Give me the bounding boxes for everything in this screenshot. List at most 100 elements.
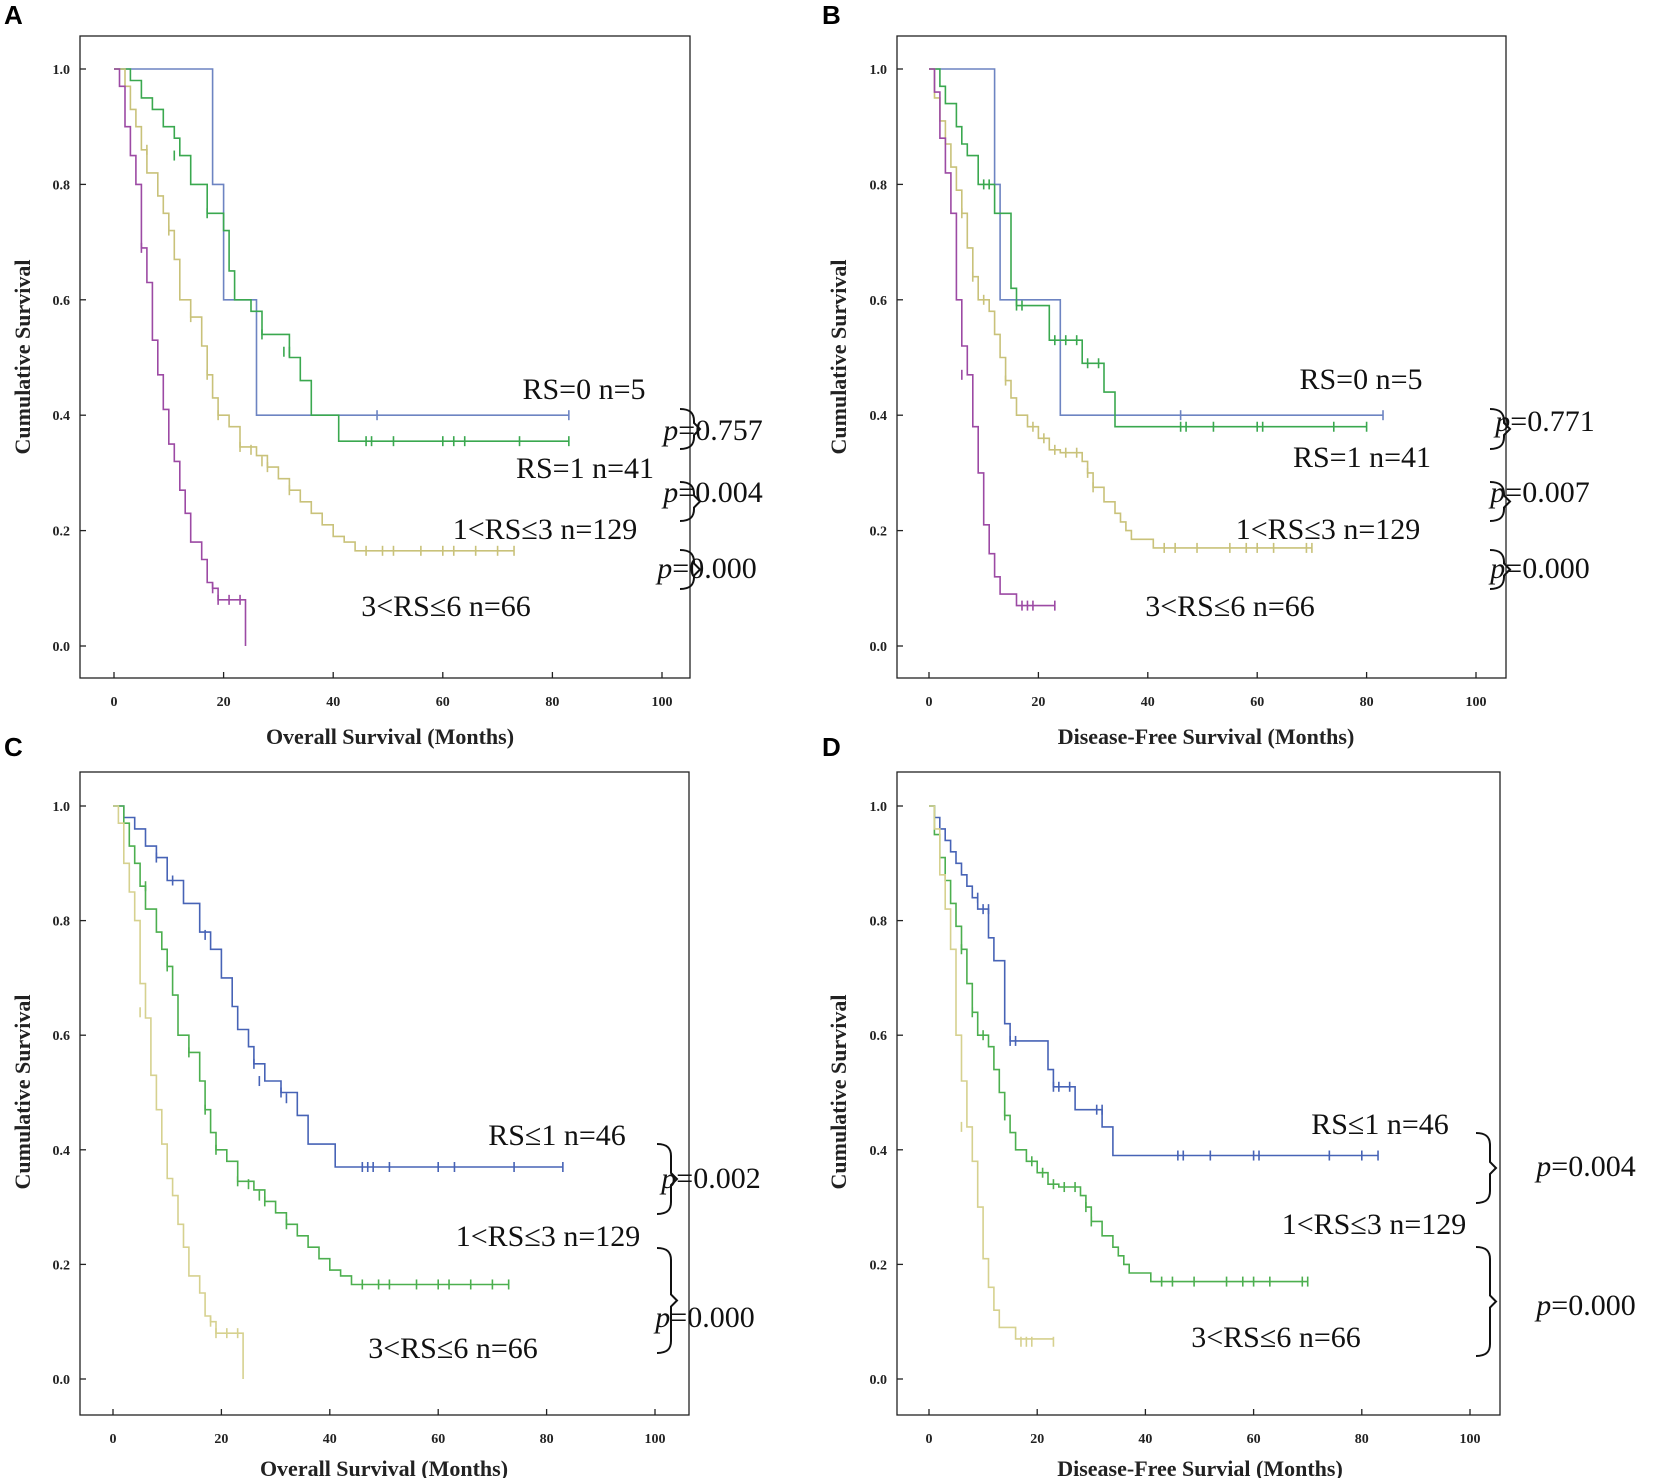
survival-curve-4 <box>114 68 247 646</box>
x-tick-label: 80 <box>545 695 559 710</box>
p-value-symbol: p <box>659 1162 676 1195</box>
y-axis-title: Cumulative Survival <box>10 260 35 455</box>
survival-curve-4 <box>929 68 1055 607</box>
y-tick-label: 0.6 <box>870 1029 888 1044</box>
legend-label: 1<RS≤3 n=129 <box>456 1220 641 1253</box>
x-tick-label: 40 <box>1138 1432 1152 1447</box>
pvalue-bracket <box>656 1247 679 1354</box>
survival-curve-3 <box>929 68 1312 549</box>
legend-label: RS=1 n=41 <box>1293 441 1431 474</box>
y-tick-label: 0.8 <box>53 178 71 193</box>
plot-frame <box>896 35 1507 679</box>
x-tick-label: 60 <box>1247 1432 1261 1447</box>
p-value: p=0.000 <box>653 1301 754 1334</box>
pvalue-bracket <box>1489 549 1512 590</box>
survival-curve-3 <box>113 805 244 1379</box>
x-tick-label: 100 <box>652 695 673 710</box>
y-tick-label: 1.0 <box>870 800 888 815</box>
p-value: p=0.004 <box>661 476 762 509</box>
p-value: p=0.007 <box>1488 476 1589 509</box>
panel-d: D 0.0 0.2 0.4 0.6 0.8 1.0 0 20 40 60 80 100 Cumulativ… <box>822 732 1636 1478</box>
legend-label: RS≤1 n=46 <box>1311 1108 1449 1141</box>
pvalue-bracket <box>1475 1246 1498 1357</box>
x-axis-title: Overall Survival (Months) <box>266 724 514 749</box>
y-tick-label: 0.8 <box>53 915 71 930</box>
legend-label: 3<RS≤6 n=66 <box>1191 1321 1361 1354</box>
panel-letter: A <box>4 0 23 30</box>
y-tick-label: 0.2 <box>53 1258 71 1273</box>
x-tick-label: 100 <box>1466 695 1487 710</box>
pvalue-bracket <box>656 1143 679 1215</box>
survival-curve-2 <box>929 805 1308 1283</box>
p-value-symbol: p <box>661 476 678 509</box>
survival-curve-1 <box>929 68 1383 416</box>
x-tick-label: 20 <box>217 695 231 710</box>
y-axis-title: Cumulative Survival <box>826 995 851 1190</box>
panel-letter: C <box>4 732 23 762</box>
y-tick-label: 0.0 <box>53 1373 71 1388</box>
survival-curve-3 <box>929 805 1054 1340</box>
x-tick-label: 80 <box>540 1432 554 1447</box>
x-tick-label: 20 <box>214 1432 228 1447</box>
x-tick-label: 80 <box>1360 695 1374 710</box>
p-value-symbol: p <box>1488 552 1505 585</box>
legend-label: RS≤1 n=46 <box>488 1119 626 1152</box>
y-tick-label: 0.0 <box>870 640 888 655</box>
x-tick-label: 0 <box>926 695 933 710</box>
survival-curve-2 <box>114 68 569 442</box>
x-axis-title: Overall Survival (Months) <box>260 1456 508 1478</box>
p-value-symbol: p <box>1493 405 1510 438</box>
x-tick-label: 100 <box>1460 1432 1481 1447</box>
x-tick-label: 0 <box>110 1432 117 1447</box>
panel-letter: D <box>822 732 841 762</box>
survival-curve-1 <box>114 68 569 416</box>
p-value: p=0.004 <box>1534 1150 1635 1183</box>
plot-frame <box>79 35 691 679</box>
panel-letter: B <box>822 0 841 30</box>
x-axis-title: Disease-Free Survial (Months) <box>1057 1456 1343 1478</box>
x-tick-label: 80 <box>1355 1432 1369 1447</box>
p-value-symbol: p <box>1534 1289 1551 1322</box>
p-value-number: =0.000 <box>670 1301 754 1334</box>
y-tick-label: 1.0 <box>53 63 71 78</box>
x-axis-title: Disease-Free Survival (Months) <box>1058 724 1355 749</box>
p-value-symbol: p <box>653 1301 670 1334</box>
p-value: p=0.757 <box>661 414 762 447</box>
panel-c: C 0.0 0.2 0.4 0.6 0.8 1.0 0 20 40 60 80 100 Cumulativ… <box>4 732 761 1478</box>
p-value-number: =0.000 <box>672 552 756 585</box>
y-tick-label: 0.2 <box>53 525 71 540</box>
survival-curve-1 <box>929 805 1378 1157</box>
x-tick-label: 60 <box>431 1432 445 1447</box>
x-tick-label: 60 <box>436 695 450 710</box>
legend-label: 1<RS≤3 n=129 <box>453 513 638 546</box>
y-tick-label: 0.2 <box>870 1258 888 1273</box>
plot-frame <box>79 771 690 1416</box>
legend-label: RS=0 n=5 <box>1299 363 1422 396</box>
legend-label: 3<RS≤6 n=66 <box>361 590 531 623</box>
survival-curve-1 <box>113 805 563 1168</box>
pvalue-bracket <box>1489 408 1512 450</box>
y-axis-title: Cumulative Survival <box>826 260 851 455</box>
panel-a: A 0.0 0.2 0.4 0.6 0.8 1.0 0 20 40 60 80 100 Cumulativ… <box>4 0 763 749</box>
y-tick-label: 0.4 <box>53 1144 71 1159</box>
y-tick-label: 0.6 <box>53 294 71 309</box>
p-value: p=0.771 <box>1493 405 1594 438</box>
p-value: p=0.002 <box>659 1162 760 1195</box>
y-tick-label: 1.0 <box>870 63 888 78</box>
plot-frame <box>896 771 1501 1416</box>
p-value: p=0.000 <box>655 552 756 585</box>
p-value-number: =0.771 <box>1510 405 1594 438</box>
p-value-symbol: p <box>661 414 678 447</box>
p-value-symbol: p <box>655 552 672 585</box>
x-tick-label: 60 <box>1250 695 1264 710</box>
panel-b: B 0.0 0.2 0.4 0.6 0.8 1.0 0 20 40 60 80 100 Cumulativ… <box>822 0 1595 749</box>
y-tick-label: 1.0 <box>53 800 71 815</box>
x-tick-label: 40 <box>1141 695 1155 710</box>
survival-curve-3 <box>114 68 514 552</box>
p-value-number: =0.757 <box>678 414 762 447</box>
p-value-symbol: p <box>1488 476 1505 509</box>
legend-label: RS=1 n=41 <box>516 452 654 485</box>
p-value-number: =0.002 <box>676 1162 760 1195</box>
legend-label: 1<RS≤3 n=129 <box>1236 513 1421 546</box>
